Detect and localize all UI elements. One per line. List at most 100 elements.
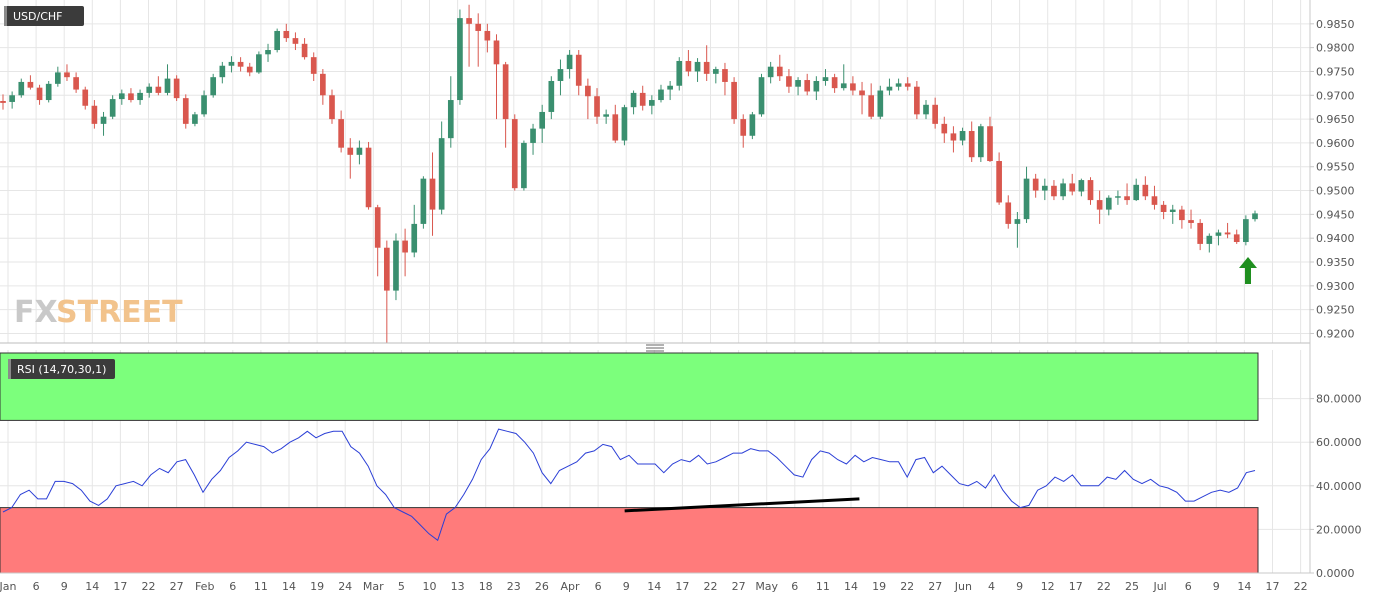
bear-candle: [484, 23, 491, 53]
bull-candle: [822, 69, 829, 86]
x-tick-label: 22: [1097, 580, 1111, 593]
candle-body: [393, 240, 399, 291]
candle-body: [566, 54, 573, 70]
candle-body: [146, 86, 153, 93]
price-tick-label: 0.9300: [1316, 280, 1355, 293]
candle-body: [539, 111, 546, 129]
bear-candle: [329, 89, 335, 124]
x-tick-label: 6: [33, 580, 40, 593]
bull-candle: [274, 28, 280, 53]
bull-candle: [18, 78, 25, 98]
candle-body: [338, 119, 344, 148]
bull-candle: [1060, 178, 1066, 201]
candle-body: [27, 81, 34, 88]
candle-body: [1224, 232, 1231, 235]
x-tick-label: 11: [816, 580, 830, 593]
rsi-tick-label: 60.0000: [1316, 436, 1362, 449]
bear-candle: [1197, 219, 1204, 251]
bull-candle: [109, 95, 116, 120]
bear-candle: [987, 116, 993, 162]
x-tick-label: 12: [1041, 580, 1055, 593]
candle-body: [9, 95, 15, 102]
bull-candle: [210, 73, 217, 98]
candle-body: [484, 30, 491, 41]
candle-body: [630, 92, 637, 108]
candle-body: [447, 100, 454, 139]
bear-candle: [246, 62, 253, 77]
bear-candle: [932, 97, 938, 129]
candle-body: [740, 119, 747, 136]
bear-candle: [1096, 190, 1103, 224]
bear-candle: [155, 76, 162, 96]
candle-body: [941, 123, 948, 134]
candle-body: [219, 65, 226, 78]
bull-candle: [393, 233, 399, 301]
bull-candle: [411, 204, 418, 258]
x-tick-label: 22: [704, 580, 718, 593]
bull-candle: [566, 50, 573, 79]
x-tick-label: 14: [647, 580, 661, 593]
oversold-zone: [0, 507, 1259, 574]
bull-candle: [1252, 210, 1258, 222]
candle-body: [155, 86, 162, 93]
candle-body: [795, 80, 801, 87]
candle-body: [530, 128, 536, 143]
x-tick-label: 6: [229, 580, 236, 593]
bull-candle: [1105, 195, 1112, 216]
x-tick-label: 18: [479, 580, 493, 593]
candle-body: [840, 83, 847, 89]
bear-candle: [612, 104, 619, 143]
x-tick-label: 10: [423, 580, 437, 593]
candle-body: [128, 93, 134, 101]
bear-candle: [365, 141, 372, 210]
rsi-tick-label: 0.0000: [1316, 567, 1355, 580]
price-tick-label: 0.9750: [1316, 65, 1355, 78]
bear-candle: [383, 240, 390, 343]
bear-candle: [292, 32, 299, 51]
symbol-label[interactable]: USD/CHF: [4, 6, 84, 26]
candle-body: [411, 223, 418, 253]
candle-body: [712, 69, 719, 74]
candle-body: [877, 90, 884, 117]
bear-candle: [941, 116, 948, 143]
candle-body: [118, 93, 125, 100]
candle-body: [895, 83, 902, 87]
candle-body: [959, 131, 966, 141]
price-pane[interactable]: [0, 0, 1310, 343]
bull-candle: [1215, 229, 1222, 246]
x-tick-label: 19: [310, 580, 324, 593]
x-tick-label: 17: [1069, 580, 1083, 593]
candle-body: [36, 87, 43, 101]
axis-layer: Jan 6 9 14 17 22 27 Feb 6 11 14 19 24 Mar 5 10 13 18 23 26 A…: [0, 18, 1362, 593]
bull-candle: [447, 76, 454, 148]
candle-body: [1179, 209, 1185, 221]
bull-candle: [539, 104, 546, 143]
pane-resize-handle-icon[interactable]: [646, 344, 664, 352]
candle-body: [557, 69, 564, 81]
candle-body: [320, 73, 326, 96]
rsi-label[interactable]: RSI (14,70,30,1): [8, 359, 115, 379]
x-tick-label: 23: [507, 580, 521, 593]
bull-candle: [712, 66, 719, 84]
candle-body: [420, 178, 427, 224]
candle-body: [822, 77, 829, 81]
bear-candle: [511, 114, 518, 191]
candle-body: [466, 18, 472, 24]
x-tick-label: 22: [1294, 580, 1308, 593]
bull-candle: [649, 95, 655, 115]
price-tick-label: 0.9200: [1316, 327, 1355, 340]
bear-candle: [1160, 201, 1167, 220]
bear-candle: [639, 85, 646, 111]
bear-candle: [338, 110, 344, 153]
x-tick-label: May: [755, 580, 778, 593]
candle-body: [1215, 232, 1222, 236]
logo-fx-text: FX: [14, 295, 58, 330]
bear-candle: [27, 75, 34, 90]
bull-candle: [767, 61, 774, 84]
candle-body: [100, 116, 107, 124]
bull-candle: [840, 64, 847, 91]
bull-candle: [923, 100, 929, 120]
candle-body: [886, 86, 893, 91]
bull-candle: [164, 64, 171, 96]
candle-body: [1051, 185, 1057, 197]
